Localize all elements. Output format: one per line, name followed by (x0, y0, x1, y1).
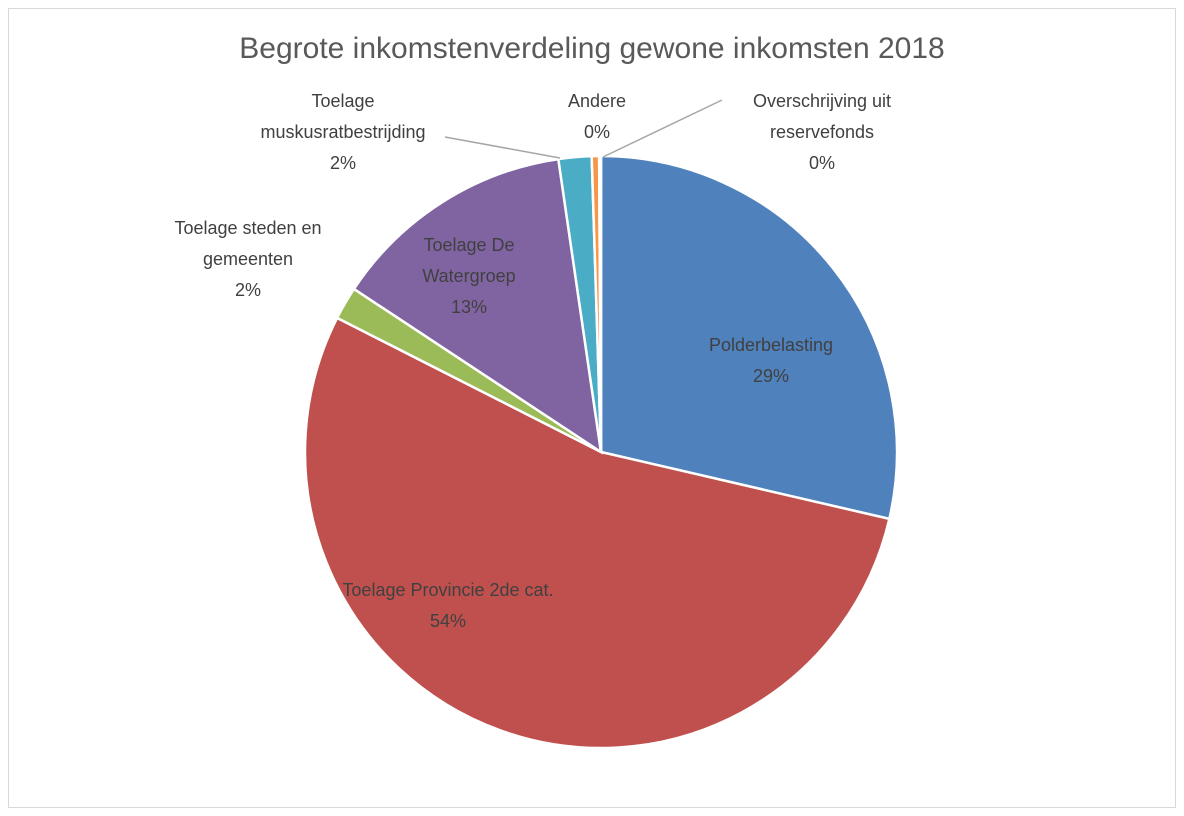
slice-percent: 0% (808, 153, 835, 173)
slice-name: Polderbelasting (708, 335, 834, 355)
slice-percent: 54% (429, 611, 467, 631)
leader-line (444, 136, 561, 159)
data-label: Overschrijving uit reservefonds 0% (727, 86, 917, 179)
leader-line (602, 99, 723, 158)
slice-name: Overschrijving uit reservefonds (752, 91, 892, 142)
slice-percent: 2% (234, 280, 261, 300)
data-label: Toelage Provincie 2de cat. 54% (338, 575, 558, 637)
pie-slice (597, 154, 603, 453)
slice-name: Toelage De Watergroep (422, 235, 516, 286)
slice-name: Andere (567, 91, 627, 111)
data-label: Toelage steden en gemeenten 2% (153, 213, 343, 306)
data-label: Toelage muskusratbestrijding 2% (243, 86, 443, 179)
pie-slice (303, 316, 891, 750)
data-label: Andere 0% (557, 86, 637, 148)
slice-percent: 29% (752, 366, 790, 386)
pie-slice (352, 157, 603, 455)
pie (303, 154, 899, 750)
slice-percent: 0% (583, 122, 610, 142)
pie-slice (599, 154, 899, 521)
slice-name: Toelage Provincie 2de cat. (342, 580, 554, 600)
slice-percent: 2% (329, 153, 356, 173)
slice-name: Toelage muskusratbestrijding (260, 91, 426, 142)
slice-name: Toelage steden en gemeenten (174, 218, 322, 269)
data-label: Polderbelasting 29% (671, 330, 871, 392)
slice-percent: 13% (450, 297, 488, 317)
chart-title: Begrote inkomstenverdeling gewone inkoms… (239, 32, 945, 65)
data-label: Toelage De Watergroep 13% (404, 230, 534, 323)
